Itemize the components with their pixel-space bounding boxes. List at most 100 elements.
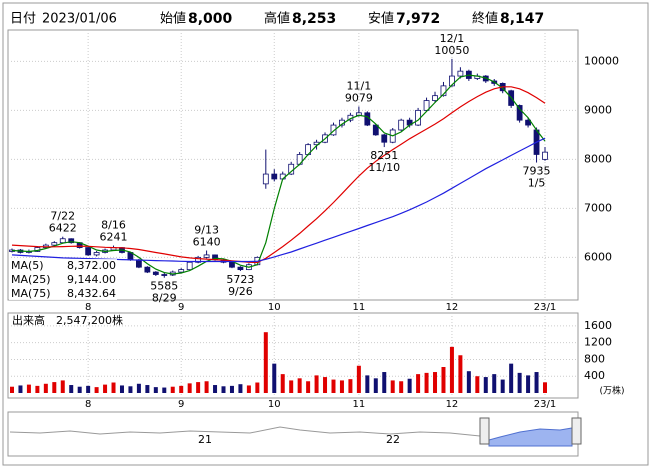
navigator-line [9,426,481,437]
header-value: 8,147 [500,11,544,27]
volume-bar [280,374,285,393]
candle-body [271,173,278,180]
volume-bar [238,384,243,393]
volume-bar [458,355,463,393]
volume-bar [534,372,539,393]
volume-bar [399,381,404,393]
volume-bar [170,386,175,393]
ma-line [11,86,546,264]
volume-bar [331,379,336,393]
candle-body [423,100,430,111]
annotation-date: 11/1 [347,79,372,92]
volume-bar [94,387,99,393]
x-tick-label: 23/1 [534,302,556,313]
volume-bar [86,385,91,393]
volume-bar [204,381,209,393]
legend-name: MA(5) [11,259,44,272]
navigator-range [488,427,573,447]
header-label: 終値 [472,11,498,27]
candle-body [186,261,193,271]
y-tick-label: 10000 [584,54,619,67]
navigator-handle[interactable] [479,417,490,445]
volume-bar [323,377,328,393]
volume-panel [7,312,579,399]
volume-bar [26,384,31,393]
volume-bar [348,379,353,393]
volume-bar [517,372,522,393]
annotation-date: 9/13 [194,224,219,237]
volume-bar [111,382,116,393]
annotation-date: 7/22 [50,210,75,223]
volume-bar [297,378,302,393]
y-tick-label: 400 [584,369,605,382]
candle-body [372,124,379,136]
volume-bar [128,386,133,393]
candle-body [195,256,202,263]
x-tick-label: 10 [268,399,281,410]
candle-body [152,271,159,275]
volume-bar [35,385,40,393]
volume-bar [483,377,488,393]
candle-body [330,124,337,136]
volume-bar [255,382,260,393]
volume-bar [272,363,277,393]
volume-bar [449,346,454,393]
candle-body [398,119,405,131]
ma-line [11,137,546,263]
candle-body [237,266,244,271]
x-tick-label: 10 [268,302,281,313]
y-tick-label: 1600 [584,319,612,332]
candle-body [161,274,168,276]
annotation-date: 12/1 [440,32,465,45]
candle-body [525,119,531,126]
y-tick-label: 9000 [584,103,612,116]
volume-bar [424,372,429,393]
x-tick-label: 9 [178,302,184,313]
volume-bar [339,380,344,393]
annotation-value: 9079 [345,91,373,104]
volume-bar [77,386,82,393]
navigator-label: 22 [386,433,400,446]
header-value: 8,000 [188,11,233,27]
volume-bar [306,381,311,393]
candle-body [93,252,100,256]
volume-bar [500,379,505,393]
volume-bar [441,367,446,393]
volume-bar [492,374,497,393]
annotation-value: 6140 [193,236,221,249]
y-tick-label: 7000 [584,201,612,214]
volume-bar [69,385,74,393]
candle-body [381,134,388,143]
volume-bar [162,387,167,393]
annotation-date: 9/26 [228,285,253,298]
x-tick-label: 8 [85,399,91,410]
volume-title: 出来高 2,547,200株 [12,313,123,327]
legend-value: 9,144.00 [67,273,116,286]
candle-body [516,105,523,121]
volume-bar [382,372,387,393]
annotation-value: 7935 [523,165,551,178]
annotation-value: 10050 [434,44,469,57]
navigator-panel [7,411,579,457]
annotation-date: 11/10 [368,161,400,174]
legend-value: 8,432.64 [67,287,116,300]
legend-name: MA(75) [11,287,51,300]
volume-bar [365,375,370,393]
volume-bar [416,374,421,393]
annotation-value: 5585 [150,280,178,293]
candle-body [449,75,455,87]
date: 2023/01/06 [42,12,117,27]
y-tick-label: 8000 [584,152,612,165]
header-value: 7,972 [396,11,440,27]
navigator-handle[interactable] [571,417,582,445]
annotation-value: 6422 [49,222,77,235]
volume-bar [145,385,150,393]
y-tick-label: 1200 [584,336,612,349]
volume-bar [119,385,124,393]
annotation-date: 8/29 [152,292,177,305]
candle-body [229,261,235,268]
x-tick-label: 23/1 [534,399,556,410]
volume-bar [433,372,438,393]
ma-line [11,74,546,275]
